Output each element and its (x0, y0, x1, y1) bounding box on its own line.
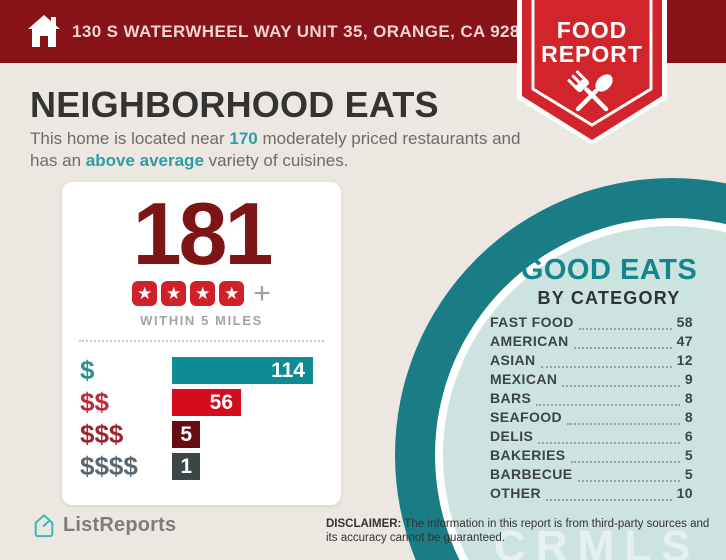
bar-row-price-1: $ 114 (62, 357, 341, 384)
star-icon: ★ (132, 281, 158, 306)
disclaimer-label: DISCLAIMER: (326, 518, 402, 530)
subtitle-text-3: variety of cuisines. (203, 151, 349, 171)
brand-name: ListReports (63, 514, 177, 536)
price-level-label: $$$ (80, 419, 124, 449)
list-item: BARBECUE 5 (490, 466, 693, 485)
radius-label: WITHIN 5 MILES (140, 313, 263, 328)
spoon-fork-icon (567, 70, 613, 112)
category-value: 8 (684, 409, 693, 425)
subtitle-text-2: moderately priced restaurants and has an (30, 129, 521, 171)
house-icon (28, 15, 60, 47)
bar-price-2: 56 (172, 389, 241, 416)
restaurant-summary-card: 181 ★ ★ ★ ★ + WITHIN 5 MILES $ 114 $$ 56 $$$… (62, 182, 341, 505)
food-report-ribbon: FOOD REPORT (517, 0, 667, 155)
restaurant-count-highlight: 170 (229, 129, 258, 148)
rating-stars: ★ ★ ★ ★ + (62, 277, 341, 310)
page-title: NEIGHBORHOOD EATS (30, 84, 439, 125)
category-value: 8 (684, 390, 693, 406)
category-value: 10 (676, 485, 693, 501)
category-value: 9 (684, 371, 693, 387)
listreports-logo: ListReports (32, 512, 176, 539)
dotted-leader (540, 366, 672, 368)
dotted-leader (546, 499, 672, 501)
star-icon: ★ (190, 281, 216, 306)
category-label: AMERICAN (490, 333, 569, 349)
disclaimer: DISCLAIMER: The information in this repo… (326, 517, 718, 546)
category-label: FAST FOOD (490, 314, 574, 330)
category-label: DELIS (490, 428, 534, 444)
category-value: 58 (676, 314, 693, 330)
category-label: MEXICAN (490, 371, 558, 387)
variety-highlight: above average (85, 151, 204, 171)
bar-price-4: 1 (172, 453, 200, 480)
price-level-label: $$$$ (80, 451, 138, 481)
bar-price-3: 5 (172, 421, 200, 448)
badge-line1: FOOD (557, 17, 627, 43)
category-value: 47 (676, 333, 693, 349)
price-level-label: $$ (80, 387, 109, 417)
page-subtitle: This home is located near 170 moderately… (30, 128, 532, 173)
list-item: MEXICAN 9 (490, 371, 693, 390)
dotted-leader (573, 347, 672, 349)
dotted-leader (570, 461, 680, 463)
good-eats-header: GOOD EATS BY CATEGORY (484, 254, 726, 309)
disclaimer-text: The information in this report is from t… (326, 518, 710, 545)
subtitle-text-1: This home is located near (30, 129, 230, 148)
star-icon: ★ (161, 281, 187, 306)
list-item: ASIAN 12 (490, 352, 693, 371)
category-label: SEAFOOD (490, 409, 563, 425)
dotted-leader (577, 480, 680, 482)
category-label: BARBECUE (490, 466, 573, 482)
category-label: OTHER (490, 485, 541, 501)
price-level-bar-chart: $ 114 $$ 56 $$$ 5 $$$$ 1 (62, 357, 341, 480)
list-item: SEAFOOD 8 (490, 409, 693, 428)
good-eats-subtitle: BY CATEGORY (537, 288, 681, 308)
price-level-label: $ (80, 355, 95, 385)
list-item: BAKERIES 5 (490, 447, 693, 466)
list-item: AMERICAN 47 (490, 333, 693, 352)
bar-row-price-2: $$ 56 (62, 389, 341, 416)
category-label: BARS (490, 390, 532, 406)
dotted-divider (79, 340, 324, 342)
dotted-leader (567, 423, 680, 425)
total-restaurants-count: 181 (132, 184, 274, 283)
crmls-watermark: CRMLS (494, 522, 701, 560)
dotted-leader (538, 442, 680, 444)
plus-sign: + (253, 277, 271, 310)
good-eats-title: GOOD EATS (520, 254, 698, 286)
bar-row-price-4: $$$$ 1 (62, 453, 341, 480)
list-item: BARS 8 (490, 390, 693, 409)
category-value: 5 (684, 447, 693, 463)
property-address: 130 S WATERWHEEL WAY UNIT 35, ORANGE, CA… (72, 22, 540, 41)
category-label: ASIAN (490, 352, 536, 368)
listreports-house-icon (34, 514, 54, 538)
dotted-leader (562, 385, 680, 387)
category-value: 6 (684, 428, 693, 444)
dotted-leader (536, 404, 680, 406)
list-item: OTHER 10 (490, 485, 693, 504)
category-label: BAKERIES (490, 447, 566, 463)
category-list: FAST FOOD 58 AMERICAN 47 ASIAN 12 MEXICA… (490, 314, 693, 504)
category-value: 12 (676, 352, 693, 368)
category-value: 5 (684, 466, 693, 482)
bar-price-1: 114 (172, 357, 313, 384)
list-item: DELIS 6 (490, 428, 693, 447)
star-icon: ★ (219, 281, 245, 306)
dotted-leader (578, 328, 672, 330)
badge-line2: REPORT (541, 41, 643, 67)
list-item: FAST FOOD 58 (490, 314, 693, 333)
bar-row-price-3: $$$ 5 (62, 421, 341, 448)
